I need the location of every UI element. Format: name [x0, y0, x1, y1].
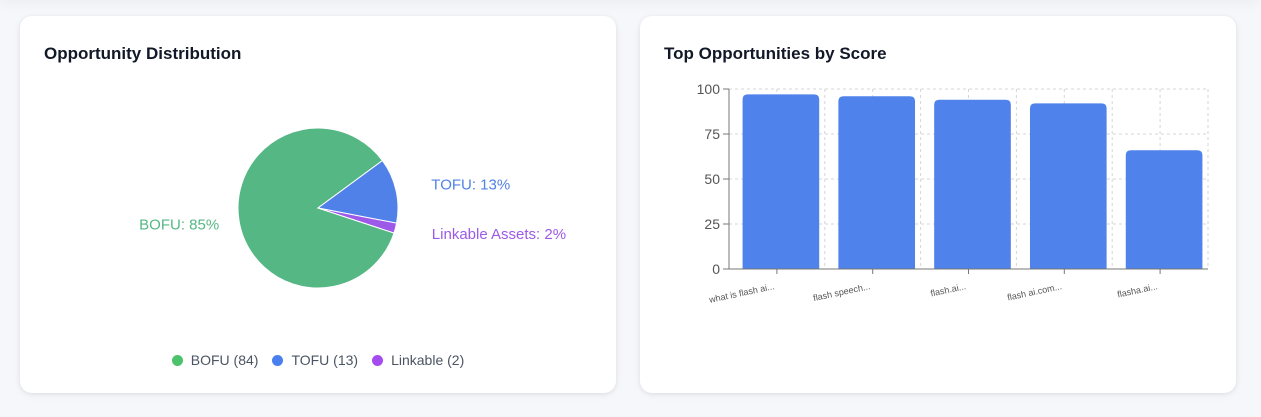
bar-3[interactable] — [934, 99, 1011, 269]
pie-label-linkable-assets: Linkable Assets: 2% — [432, 226, 566, 243]
bar-2[interactable] — [838, 96, 916, 269]
legend-label-linkable: Linkable (2) — [391, 352, 465, 368]
bar-chart: 0 25 50 75 100 what is flash ai... flash speec… — [697, 81, 1209, 305]
legend-item-bofu[interactable]: BOFU (84) — [171, 352, 259, 368]
x-tick-label: flash speech... — [812, 281, 871, 303]
pie-label-tofu: TOFU: 13% — [431, 176, 510, 193]
y-tick-label: 75 — [704, 126, 720, 142]
y-tick-label: 100 — [697, 81, 721, 97]
x-tick-label: flash.ai... — [930, 281, 967, 298]
legend-dot-linkable — [372, 354, 384, 366]
pie-slice-bofu[interactable] — [237, 127, 395, 289]
top-opportunities-card: Top Opportunities by Score 0 25 50 75 100 wha… — [640, 16, 1236, 393]
pie-label-bofu: BOFU: 85% — [139, 217, 219, 234]
x-tick-label: flash ai.com... — [1006, 281, 1062, 302]
pie-chart: BOFU: 85% TOFU: 13% Linkable Assets: 2% — [139, 127, 566, 289]
bar-1[interactable] — [742, 94, 820, 270]
x-tick-label: what is flash ai... — [707, 281, 775, 305]
legend-dot-bofu — [171, 354, 183, 366]
y-tick-label: 0 — [712, 261, 720, 277]
pie-slice-tofu[interactable] — [316, 159, 399, 224]
bar-5[interactable] — [1125, 150, 1203, 269]
y-tick-label: 25 — [704, 216, 720, 232]
pie-slice-linkable-assets[interactable] — [317, 207, 398, 234]
legend-item-tofu[interactable]: TOFU (13) — [272, 352, 358, 368]
x-tick-label: flasha.ai... — [1116, 281, 1158, 299]
legend-dot-tofu — [272, 354, 284, 366]
opportunity-distribution-card: Opportunity Distribution BOFU: 85% TOFU: … — [20, 16, 616, 393]
distribution-title: Opportunity Distribution — [44, 44, 242, 63]
top-opportunities-title: Top Opportunities by Score — [664, 44, 887, 63]
pie-legend: BOFU (84) TOFU (13) Linkable (2) — [20, 352, 616, 368]
legend-item-linkable[interactable]: Linkable (2) — [372, 352, 464, 368]
legend-label-bofu: BOFU (84) — [190, 352, 259, 368]
bar-4[interactable] — [1029, 103, 1107, 270]
legend-label-tofu: TOFU (13) — [291, 352, 359, 368]
y-tick-label: 50 — [704, 171, 720, 187]
